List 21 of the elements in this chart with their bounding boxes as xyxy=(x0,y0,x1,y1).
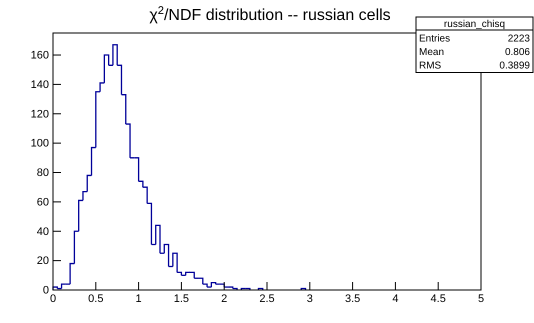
x-tick-label: 0.5 xyxy=(88,292,104,305)
y-tick-label: 120 xyxy=(30,108,49,120)
chart-title: χ$^{2}$/NDF distribution -- russian cells xyxy=(149,5,391,24)
y-tick-label: 60 xyxy=(36,196,49,208)
x-tick-label: 3.5 xyxy=(344,292,360,305)
y-tick-label: 20 xyxy=(36,255,49,268)
x-tick-label: 4 xyxy=(392,292,398,305)
stats-box: russian_chisq Entries 2223 Mean 0.806 RMS 0.3899 xyxy=(416,16,534,73)
x-tick-label: 4.5 xyxy=(430,292,446,305)
y-tick-label: 0 xyxy=(42,284,49,297)
x-tick-label: 1.5 xyxy=(174,292,190,305)
x-tick-label: 2 xyxy=(221,292,228,305)
y-tick-label: 100 xyxy=(30,138,49,150)
x-tick-label: 1 xyxy=(136,292,142,305)
x-tick-label: 5 xyxy=(478,292,484,305)
y-tick-label: 160 xyxy=(30,50,49,62)
x-tick-label: 3 xyxy=(306,292,313,305)
y-tick-label: 140 xyxy=(30,78,49,91)
x-tick-label: 2.5 xyxy=(259,292,275,305)
y-tick-label: 80 xyxy=(36,167,49,180)
y-tick-label: 40 xyxy=(36,226,49,238)
